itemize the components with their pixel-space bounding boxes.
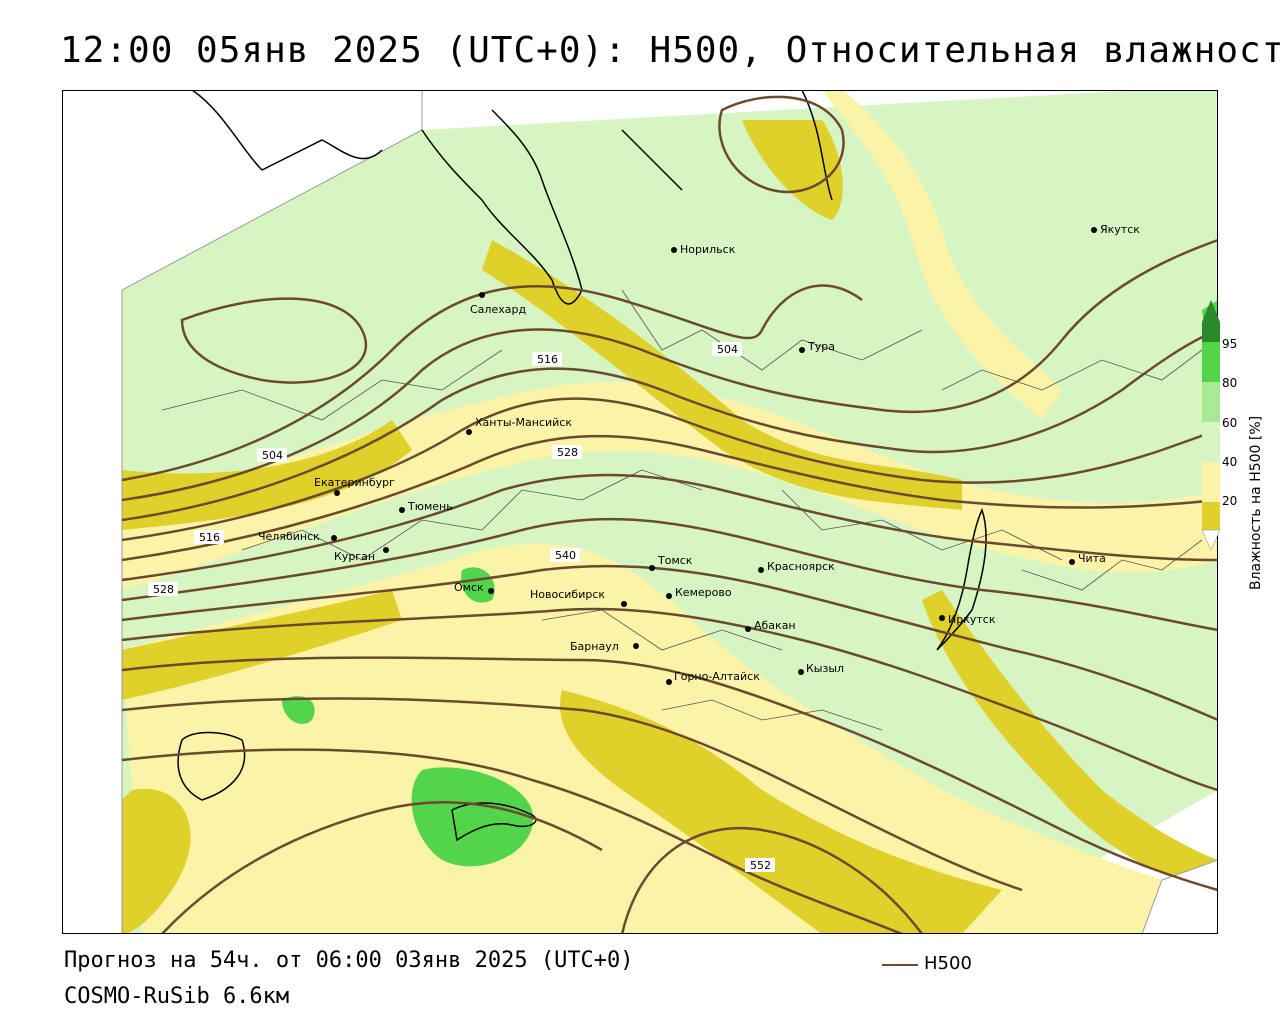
model-name: COSMO-RuSib 6.6км	[64, 984, 290, 1009]
colorbar-tick: 95	[1222, 337, 1238, 351]
city-label: Омск	[454, 581, 484, 594]
contour-label: 540	[555, 549, 576, 562]
colorbar-segment	[1202, 342, 1220, 382]
humidity-field	[122, 90, 1218, 934]
map-title: 12:00 05янв 2025 (UTC+0): H500, Относите…	[60, 30, 1280, 71]
city-label: Красноярск	[767, 560, 835, 573]
colorbar-segment	[1202, 382, 1220, 422]
city-label: Новосибирск	[530, 588, 605, 601]
h500-contours	[121, 95, 1218, 934]
city-label: Норильск	[680, 243, 736, 256]
city-label: Кемерово	[675, 586, 732, 599]
city-label: Салехард	[470, 303, 526, 316]
colorbar-label: Влажность на H500 [%]	[1248, 415, 1264, 590]
city-label: Якутск	[1100, 223, 1140, 236]
colorbar-segment	[1202, 502, 1220, 530]
coastlines	[177, 90, 987, 842]
admin-borders	[161, 289, 1203, 731]
colorbar-tick: 60	[1222, 416, 1238, 430]
colorbar-segment	[1202, 322, 1220, 342]
h500-legend-label: H500	[924, 953, 972, 974]
colorbar-segment	[1202, 422, 1220, 462]
colorbar-tick: 80	[1222, 376, 1238, 390]
humidity-colorbar	[1202, 300, 1220, 550]
city-label: Тура	[807, 340, 835, 353]
colorbar-tick: 20	[1222, 494, 1238, 508]
colorbar-segment	[1202, 529, 1220, 550]
h500-legend-swatch	[882, 964, 918, 966]
contour-label: 528	[557, 446, 578, 459]
colorbar-tick: 40	[1222, 455, 1238, 469]
city-label: Тюмень	[407, 500, 453, 513]
contour-label: 552	[750, 859, 771, 872]
contour-label: 504	[717, 343, 738, 356]
contour-label: 516	[537, 353, 558, 366]
city-label: Иркутск	[948, 613, 996, 626]
city-label: Томск	[657, 554, 693, 567]
colorbar-segment	[1202, 300, 1220, 322]
city-label: Кызыл	[806, 662, 844, 675]
city-label: Горно-Алтайск	[674, 670, 760, 683]
contour-labels: 504 516 528 504 516 528 540 552	[148, 342, 775, 872]
city-label: Чита	[1078, 552, 1106, 565]
contour-label: 504	[262, 449, 283, 462]
city-label: Челябинск	[258, 530, 320, 543]
forecast-info: Прогноз на 54ч. от 06:00 03янв 2025 (UTC…	[64, 948, 634, 973]
domain-boundary	[62, 90, 1218, 934]
colorbar-segment	[1202, 462, 1220, 502]
city-label: Курган	[334, 550, 375, 563]
contour-label: 516	[199, 531, 220, 544]
contour-label: 528	[153, 583, 174, 596]
city-label: Абакан	[754, 619, 796, 632]
forecast-map: 504 516 528 504 516 528 540 552 Якутск Н…	[62, 90, 1218, 934]
city-label: Барнаул	[570, 640, 619, 653]
city-label: Екатеринбург	[314, 476, 395, 489]
cities: Якутск Норильск Салехард Тура Ханты-Манс…	[258, 223, 1140, 685]
city-label: Ханты-Мансийск	[475, 416, 572, 429]
